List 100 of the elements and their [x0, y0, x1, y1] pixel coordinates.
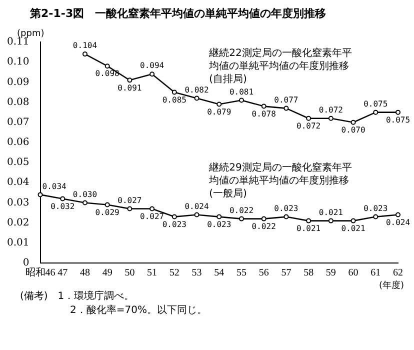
point	[60, 196, 66, 202]
data-label: 0.030	[72, 190, 98, 199]
point	[238, 98, 244, 103]
data-label: 0.085	[162, 95, 187, 104]
point	[104, 64, 110, 69]
y-tick-label: 0	[22, 258, 30, 269]
y-tick-label: 0.11	[7, 36, 30, 48]
point	[328, 218, 334, 224]
x-tick-label: 55	[236, 268, 246, 279]
data-label: 0.024	[184, 202, 209, 211]
x-tick-label: 昭和46	[25, 266, 56, 279]
point	[150, 206, 155, 212]
point	[82, 200, 88, 206]
data-label: 0.094	[140, 61, 164, 70]
y-tick-label: 0.01	[7, 238, 30, 249]
x-tick-label: 57	[281, 268, 292, 279]
chart-title: 第2-1-3図 一酸化窒素年平均値の単純平均値の年度別推移	[29, 6, 328, 22]
point	[328, 116, 334, 121]
x-tick-label: 54	[214, 268, 224, 279]
data-label: 0.034	[42, 182, 67, 191]
point	[284, 106, 289, 111]
point	[150, 72, 155, 77]
point	[238, 216, 244, 222]
point	[396, 212, 400, 218]
data-label: 0.023	[162, 220, 187, 229]
point	[350, 218, 356, 224]
y-tick-label: 0.10	[7, 56, 30, 68]
point	[194, 212, 200, 218]
data-label: 0.021	[341, 224, 366, 233]
x-tick-label: 51	[147, 268, 158, 279]
data-label: 0.023	[207, 220, 232, 229]
point	[172, 214, 177, 220]
data-label: 0.078	[252, 109, 276, 118]
y-tick-label: 0.04	[7, 177, 30, 188]
point	[306, 218, 312, 224]
data-label: 0.022	[252, 222, 276, 231]
point	[216, 102, 222, 107]
point	[284, 214, 289, 220]
y-tick-label: 0.03	[7, 197, 30, 208]
x-tick-label: 61	[370, 268, 381, 279]
data-label: 0.023	[274, 204, 298, 213]
data-label: 0.072	[296, 121, 321, 130]
text: (備考) 1．環境庁調べ。	[20, 290, 136, 304]
data-label: 0.027	[140, 212, 164, 221]
x-tick-label: 53	[192, 268, 202, 279]
data-label: 0.032	[50, 202, 75, 211]
data-label: 0.021	[296, 224, 321, 233]
point	[373, 214, 378, 220]
point	[261, 216, 266, 222]
data-label: 0.082	[184, 85, 209, 94]
x-tick-label: 47	[58, 268, 68, 279]
data-label: 0.075	[364, 99, 388, 108]
data-label: 0.081	[229, 87, 254, 96]
y-tick-label: 0.09	[7, 76, 30, 88]
data-label: 0.075	[386, 115, 410, 124]
point	[127, 78, 132, 83]
point	[104, 202, 110, 208]
x-tick-label: 52	[169, 268, 180, 279]
point	[396, 110, 400, 115]
data-label: 0.070	[341, 125, 366, 134]
y-axis-title: (ppm)	[17, 28, 44, 39]
data-label: 0.023	[364, 204, 388, 213]
series-label: 継続22測定局の一酸化窒素年平均値の単純平均値の年度別推移(自排局)	[208, 46, 352, 85]
point	[38, 192, 43, 198]
data-label: 0.077	[274, 95, 298, 104]
x-tick-label: 56	[258, 268, 269, 279]
data-label: 0.029	[95, 208, 120, 217]
point	[350, 120, 356, 125]
y-tick-label: 0.02	[7, 217, 30, 228]
point	[172, 90, 177, 95]
x-tick-label: 50	[124, 268, 135, 279]
point	[216, 214, 222, 220]
point	[82, 52, 88, 57]
data-label: 0.104	[72, 41, 98, 50]
y-tick-label: 0.06	[7, 137, 30, 148]
y-tick-label: 0.07	[7, 116, 30, 128]
x-tick-label: 48	[80, 268, 90, 279]
data-label: 0.091	[118, 83, 142, 92]
data-label: 0.027	[118, 196, 142, 205]
y-tick-label: 0.05	[7, 157, 30, 168]
x-tick-label: 60	[348, 268, 358, 279]
x-tick-label: 49	[102, 268, 112, 279]
x-axis-title: (年度)	[378, 280, 404, 291]
series-label: 継続29測定局の一酸化窒素年平均値の単純平均値の年度別推移(一般局)	[208, 161, 352, 200]
point	[306, 116, 312, 121]
x-tick-label: 62	[393, 268, 403, 279]
x-tick-label: 59	[326, 268, 336, 279]
data-label: 0.079	[207, 107, 232, 116]
text: 2．酸化率=70%。以下同じ。	[69, 304, 208, 318]
data-label: 0.098	[95, 69, 120, 78]
data-label: 0.072	[318, 105, 344, 114]
x-tick-label: 58	[304, 268, 314, 279]
data-label: 0.024	[386, 218, 410, 227]
data-label: 0.022	[229, 206, 254, 215]
y-tick-label: 0.08	[7, 96, 30, 108]
point	[194, 96, 200, 101]
point	[373, 110, 378, 115]
point	[127, 206, 132, 212]
point	[261, 104, 266, 109]
data-label: 0.021	[318, 208, 344, 217]
